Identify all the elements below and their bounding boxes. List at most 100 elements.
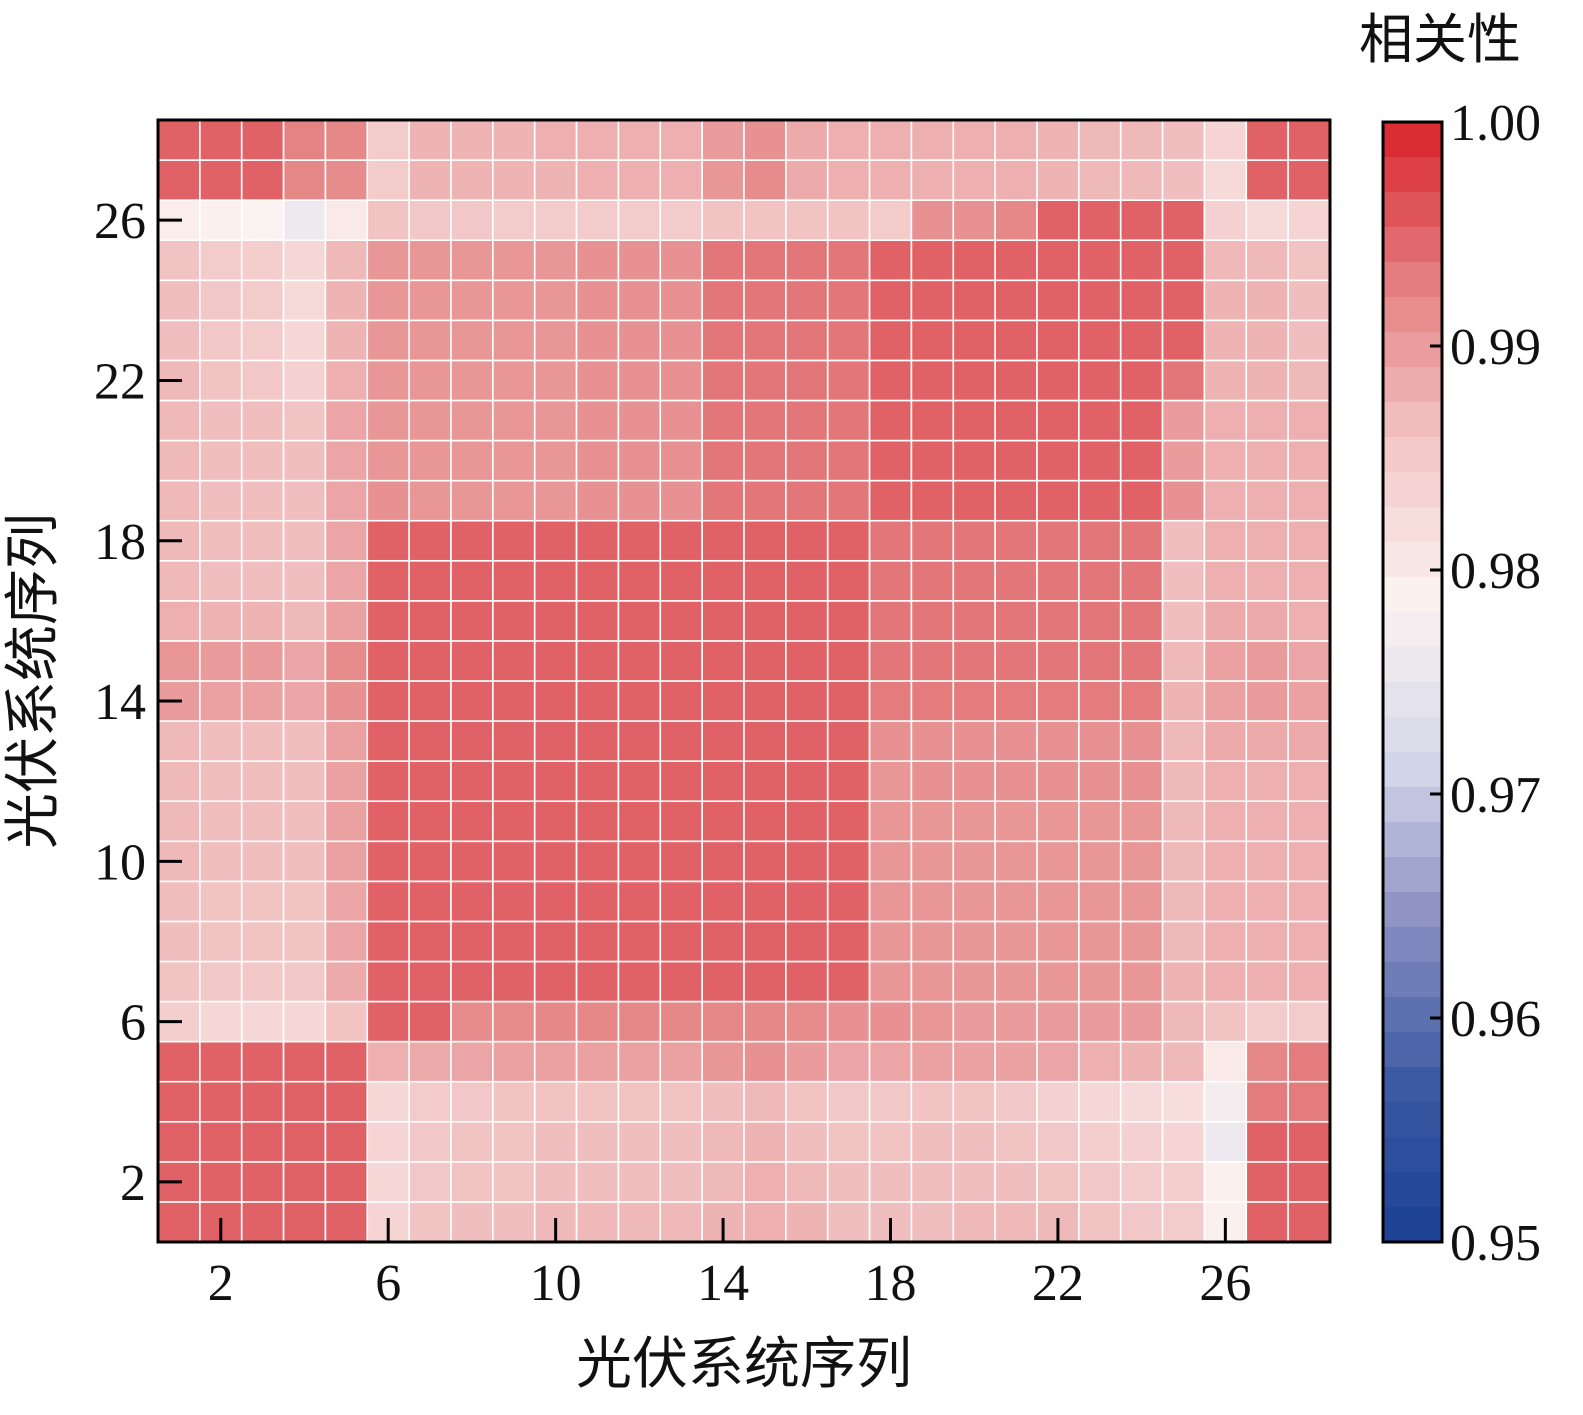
heatmap-cell [575,239,620,282]
heatmap-cell [910,600,955,642]
heatmap-cell [1245,920,1289,963]
heatmap-cell [1287,119,1331,161]
heatmap-cell [492,559,536,602]
heatmap-cell [450,239,494,282]
heatmap-cell [1161,1040,1206,1083]
heatmap-cell [910,800,955,843]
heatmap-cell [868,840,913,883]
heatmap-cell [952,399,996,442]
heatmap-cell [492,279,536,322]
x-tick-label: 22 [1032,1255,1084,1312]
heatmap-cell [743,1201,787,1243]
heatmap-cell [199,1000,243,1043]
heatmap-cell [492,720,536,762]
heatmap-cell [1119,199,1164,242]
heatmap-cell [282,800,327,843]
heatmap-cell [743,640,787,682]
heatmap-cell [826,760,871,803]
heatmap-cell [1203,720,1248,762]
heatmap-cell [617,760,662,803]
heatmap-cell [199,399,243,442]
heatmap-cell [1078,880,1122,923]
colorbar-frame [1381,120,1444,1244]
heatmap-cell [1119,1080,1164,1123]
heatmap-cell [701,1080,745,1123]
heatmap-cell [952,800,996,843]
heatmap-cell [868,199,913,242]
heatmap-cell [1078,359,1122,402]
heatmap-cell [366,960,410,1003]
heatmap-cell [366,519,410,562]
heatmap-cell [199,840,243,883]
heatmap-cell [1078,199,1122,242]
heatmap-cell [617,399,662,442]
heatmap-cell [450,1040,494,1083]
heatmap-cell [617,680,662,722]
heatmap-cell [910,1201,955,1243]
heatmap-cell [1161,760,1206,803]
heatmap-cell [240,559,285,602]
heatmap-cell [408,1040,452,1083]
heatmap-cell [199,1161,243,1203]
heatmap-cell [1078,159,1122,201]
heatmap-cell [743,840,787,883]
x-tick-label: 6 [375,1255,401,1312]
heatmap-cell [1036,720,1080,762]
heatmap-cell [324,880,369,923]
heatmap-cell [701,439,745,482]
heatmap-cell [240,159,285,201]
heatmap-cell [157,880,201,923]
heatmap-cell [952,840,996,883]
heatmap-cell [533,760,578,803]
heatmap-cell [533,1120,578,1163]
heatmap-cell [324,1040,369,1083]
heatmap-cell [1119,119,1164,161]
heatmap-cell [324,279,369,322]
heatmap-cell [826,239,871,282]
heatmap-cell [1036,760,1080,803]
colorbar-band [1383,892,1442,928]
colorbar-band [1383,1067,1442,1103]
heatmap-cell [910,1000,955,1043]
heatmap-cell [533,1080,578,1123]
heatmap-cell [533,559,578,602]
heatmap-cell [1036,1080,1080,1123]
colorbar-band [1383,122,1442,158]
heatmap-cell [994,840,1038,883]
heatmap-cell [826,1040,871,1083]
colorbar-band [1383,262,1442,298]
heatmap-cell [1036,640,1080,682]
heatmap-cell [366,439,410,482]
heatmap-cell [952,600,996,642]
heatmap-cell [324,559,369,602]
heatmap-cell [1036,199,1080,242]
heatmap-cell [282,239,327,282]
heatmap-cell [1036,439,1080,482]
heatmap-cell [1245,600,1289,642]
heatmap-cell [994,399,1038,442]
heatmap-cell [868,960,913,1003]
heatmap-cell [1119,479,1164,522]
heatmap-cell [282,720,327,762]
heatmap-cell [910,1040,955,1083]
heatmap-cell [617,800,662,843]
x-tick-label: 18 [865,1255,917,1312]
heatmap-cell [1161,920,1206,963]
heatmap-cell [1036,119,1080,161]
heatmap-cell [1203,880,1248,923]
heatmap-cell [1203,840,1248,883]
colorbar-band [1383,1102,1442,1138]
heatmap-cell [1036,920,1080,963]
heatmap-cell [575,1080,620,1123]
colorbar-band [1383,1207,1442,1243]
colorbar-band [1383,542,1442,578]
heatmap-cell [282,680,327,722]
heatmap-cell [408,720,452,762]
heatmap-cell [701,119,745,161]
heatmap-cell [785,720,829,762]
heatmap-cell [492,359,536,402]
heatmap-cell [492,600,536,642]
heatmap-cell [910,119,955,161]
heatmap-cell [910,199,955,242]
heatmap-cell [994,439,1038,482]
